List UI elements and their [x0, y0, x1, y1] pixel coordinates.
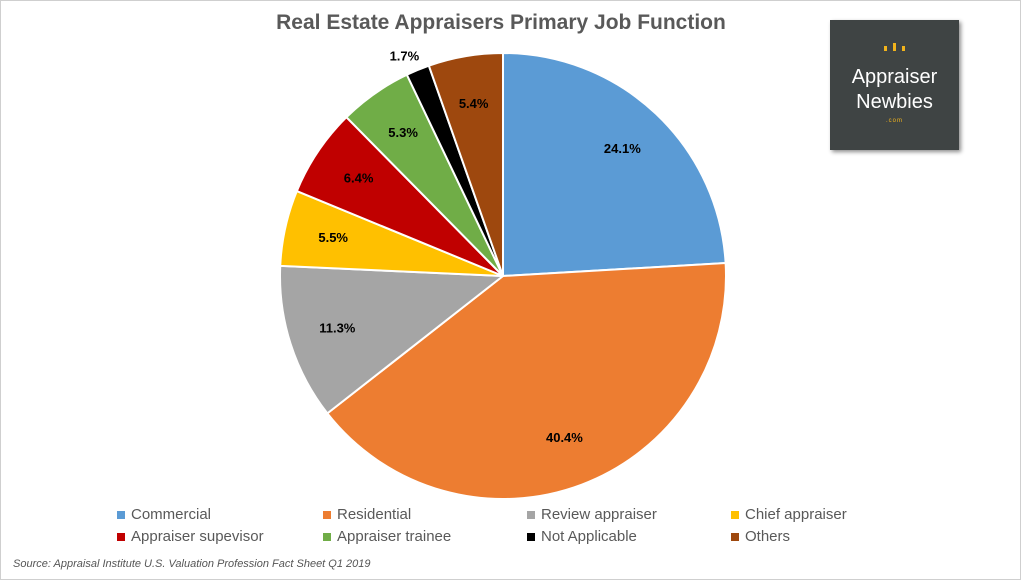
- legend-item-residential: Residential: [323, 506, 527, 523]
- legend-swatch: [117, 532, 125, 541]
- appraiser-newbies-logo: Appraiser Newbies .com: [830, 20, 959, 150]
- legend-label: Not Applicable: [541, 528, 637, 545]
- legend-label: Appraiser trainee: [337, 528, 452, 545]
- data-label-not-applicable: 1.7%: [390, 48, 420, 63]
- pie-chart: 24.1% 40.4% 11.3% 5.5% 6.4% 5.3% 1.7% 5.4%: [279, 48, 727, 500]
- legend-label: Residential: [337, 506, 412, 523]
- data-label-appraiser-supevisor: 6.4%: [344, 170, 374, 185]
- legend-item-not-applicable: Not Applicable: [527, 528, 731, 545]
- legend-swatch: [731, 532, 739, 541]
- legend-item-others: Others: [731, 528, 931, 545]
- pie-slice-others: [427, 51, 504, 277]
- legend-item-commercial: Commercial: [117, 506, 323, 523]
- legend-swatch: [527, 532, 535, 541]
- chart-title: Real Estate Appraisers Primary Job Funct…: [276, 11, 726, 34]
- logo-text-suffix: .com: [885, 118, 903, 124]
- data-label-chief-appraiser: 5.5%: [318, 230, 348, 245]
- legend-label: Appraiser supevisor: [131, 528, 264, 545]
- legend-item-chief-appraiser: Chief appraiser: [731, 506, 931, 523]
- legend-swatch: [323, 532, 331, 541]
- chart-legend: Commercial Residential Review appraiser Chi…: [117, 506, 937, 545]
- legend-swatch: [323, 510, 331, 519]
- legend-item-appraiser-trainee: Appraiser trainee: [323, 528, 527, 545]
- legend-label: Review appraiser: [541, 506, 657, 523]
- pie-slice-review-appraiser: [279, 264, 506, 415]
- data-label-commercial: 24.1%: [604, 141, 641, 156]
- legend-label: Commercial: [131, 506, 212, 523]
- data-label-appraiser-trainee: 5.3%: [388, 125, 418, 140]
- pie-slice-commercial: [502, 51, 727, 278]
- pie-slice-residential: [325, 262, 727, 500]
- logo-text-line1: Appraiser: [851, 66, 938, 88]
- legend-label: Others: [745, 528, 791, 545]
- data-label-others: 5.4%: [459, 96, 489, 111]
- legend-item-appraiser-supevisor: Appraiser supevisor: [117, 528, 323, 545]
- legend-swatch: [527, 510, 535, 519]
- legend-item-review-appraiser: Review appraiser: [527, 506, 731, 523]
- logo-mark-icon: [884, 43, 906, 51]
- legend-swatch: [117, 510, 125, 519]
- legend-swatch: [731, 510, 739, 519]
- data-label-residential: 40.4%: [546, 430, 583, 445]
- data-label-review-appraiser: 11.3%: [319, 320, 356, 335]
- legend-label: Chief appraiser: [745, 506, 847, 523]
- source-note: Source: Appraisal Institute U.S. Valuati…: [13, 558, 371, 570]
- logo-text-line2: Newbies: [856, 91, 933, 113]
